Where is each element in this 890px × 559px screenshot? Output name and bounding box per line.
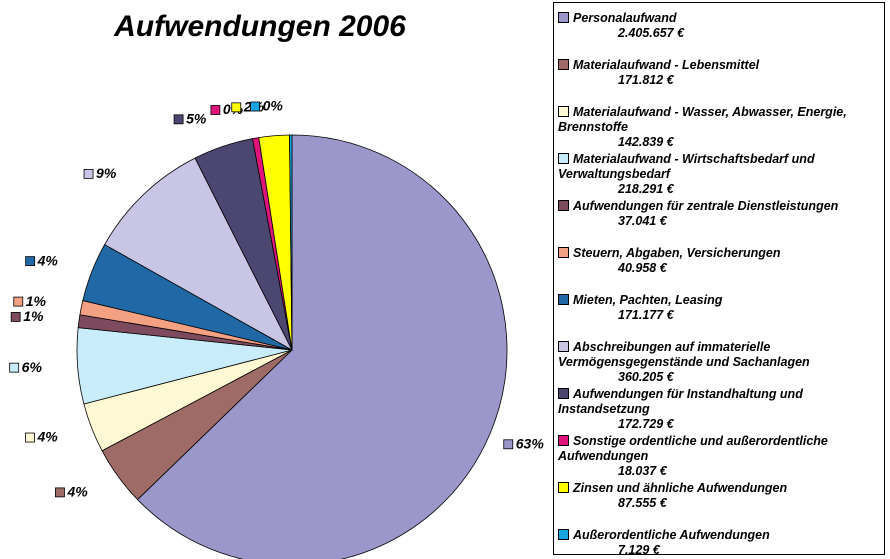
legend-entry: Materialaufwand - Wasser, Abwasser, Ener… [558, 105, 880, 150]
legend-amount: 171.812 € [618, 73, 674, 87]
label-swatch [173, 114, 184, 125]
legend-entry: Mieten, Pachten, Leasing 171.177 € [558, 293, 880, 323]
legend-swatch [558, 294, 569, 305]
legend-entry: Abschreibungen auf immaterielle Vermögen… [558, 340, 880, 385]
label-swatch [231, 102, 242, 113]
legend-amount: 2.405.657 € [618, 26, 685, 40]
percent-label: 5% [186, 111, 207, 127]
pie-slice [136, 134, 508, 559]
legend-swatch [558, 153, 569, 164]
legend-amount: 360.205 € [618, 370, 674, 384]
legend-label: Außerordentliche Aufwendungen [573, 528, 770, 542]
legend-entry: Aufwendungen für Instandhaltung und Inst… [558, 387, 880, 432]
chart-title: Aufwendungen 2006 [113, 10, 406, 43]
label-swatch [25, 256, 36, 267]
label-swatch [210, 105, 221, 115]
legend-amount: 40.958 € [618, 261, 667, 275]
legend-entry: Materialaufwand - Lebensmittel 171.812 € [558, 58, 880, 88]
legend-label: Sonstige ordentliche und außerordentlich… [558, 434, 828, 463]
percent-label: 4% [66, 484, 88, 500]
legend-label: Abschreibungen auf immaterielle Vermögen… [558, 340, 810, 369]
legend-swatch [558, 341, 569, 352]
legend-amount: 7.129 € [618, 543, 660, 557]
label-swatch [25, 432, 35, 443]
percent-label: 4% [37, 252, 59, 268]
legend: Personalaufwand 2.405.657 € Materialaufwan… [553, 2, 885, 558]
legend-swatch [558, 482, 569, 493]
legend-label: Materialaufwand - Wirtschaftsbedarf und … [558, 152, 815, 181]
percent-label: 63% [516, 435, 545, 451]
legend-label: Steuern, Abgaben, Versicherungen [573, 246, 781, 260]
percent-label: 1% [26, 293, 47, 309]
label-swatch [83, 168, 94, 179]
percent-label: 9% [96, 165, 117, 181]
legend-swatch [558, 106, 569, 117]
legend-amount: 172.729 € [618, 417, 674, 431]
legend-label: Personalaufwand [573, 11, 677, 25]
legend-entry: Außerordentliche Aufwendungen 7.129 € [558, 528, 880, 558]
chart: Aufwendungen 2006 63%4%4%6%1%1%4%9%5%0%2… [9, 10, 545, 559]
legend-entry: Personalaufwand 2.405.657 € [558, 11, 880, 41]
legend-swatch [558, 388, 569, 399]
legend-swatch [558, 12, 569, 23]
legend-swatch [558, 200, 569, 211]
percent-label: 1% [23, 308, 44, 324]
percent-label: 0% [263, 98, 284, 114]
legend-swatch [558, 435, 569, 446]
label-swatch [10, 312, 21, 322]
legend-amount: 87.555 € [618, 496, 667, 510]
legend-entry: Sonstige ordentliche und außerordentlich… [558, 434, 880, 479]
legend-entry: Materialaufwand - Wirtschaftsbedarf und … [558, 152, 880, 197]
legend-label: Materialaufwand - Wasser, Abwasser, Ener… [558, 105, 847, 134]
legend-label: Aufwendungen für Instandhaltung und Inst… [558, 387, 803, 416]
label-swatch [503, 439, 514, 450]
pie-slice [104, 157, 293, 351]
legend-entry: Aufwendungen für zentrale Dienstleistung… [558, 199, 880, 229]
label-swatch [55, 487, 65, 498]
legend-swatch [558, 529, 569, 540]
legend-amount: 37.041 € [618, 214, 667, 228]
percent-label: 4% [37, 429, 59, 445]
percent-label: 6% [22, 359, 43, 375]
legend-amount: 18.037 € [618, 464, 667, 478]
legend-amount: 171.177 € [618, 308, 674, 322]
label-swatch [9, 362, 20, 373]
legend-entry: Zinsen und ähnliche Aufwendungen 87.555 € [558, 481, 880, 511]
label-swatch [250, 101, 260, 112]
legend-label: Zinsen und ähnliche Aufwendungen [573, 481, 788, 495]
legend-entry: Steuern, Abgaben, Versicherungen 40.958 € [558, 246, 880, 276]
label-swatch [13, 296, 24, 307]
legend-label: Materialaufwand - Lebensmittel [573, 58, 760, 72]
legend-swatch [558, 59, 569, 70]
legend-swatch [558, 247, 569, 258]
legend-amount: 142.839 € [618, 135, 674, 149]
legend-amount: 218.291 € [618, 182, 674, 196]
pie-slice [289, 134, 293, 351]
legend-label: Mieten, Pachten, Leasing [573, 293, 723, 307]
legend-label: Aufwendungen für zentrale Dienstleistung… [573, 199, 839, 213]
